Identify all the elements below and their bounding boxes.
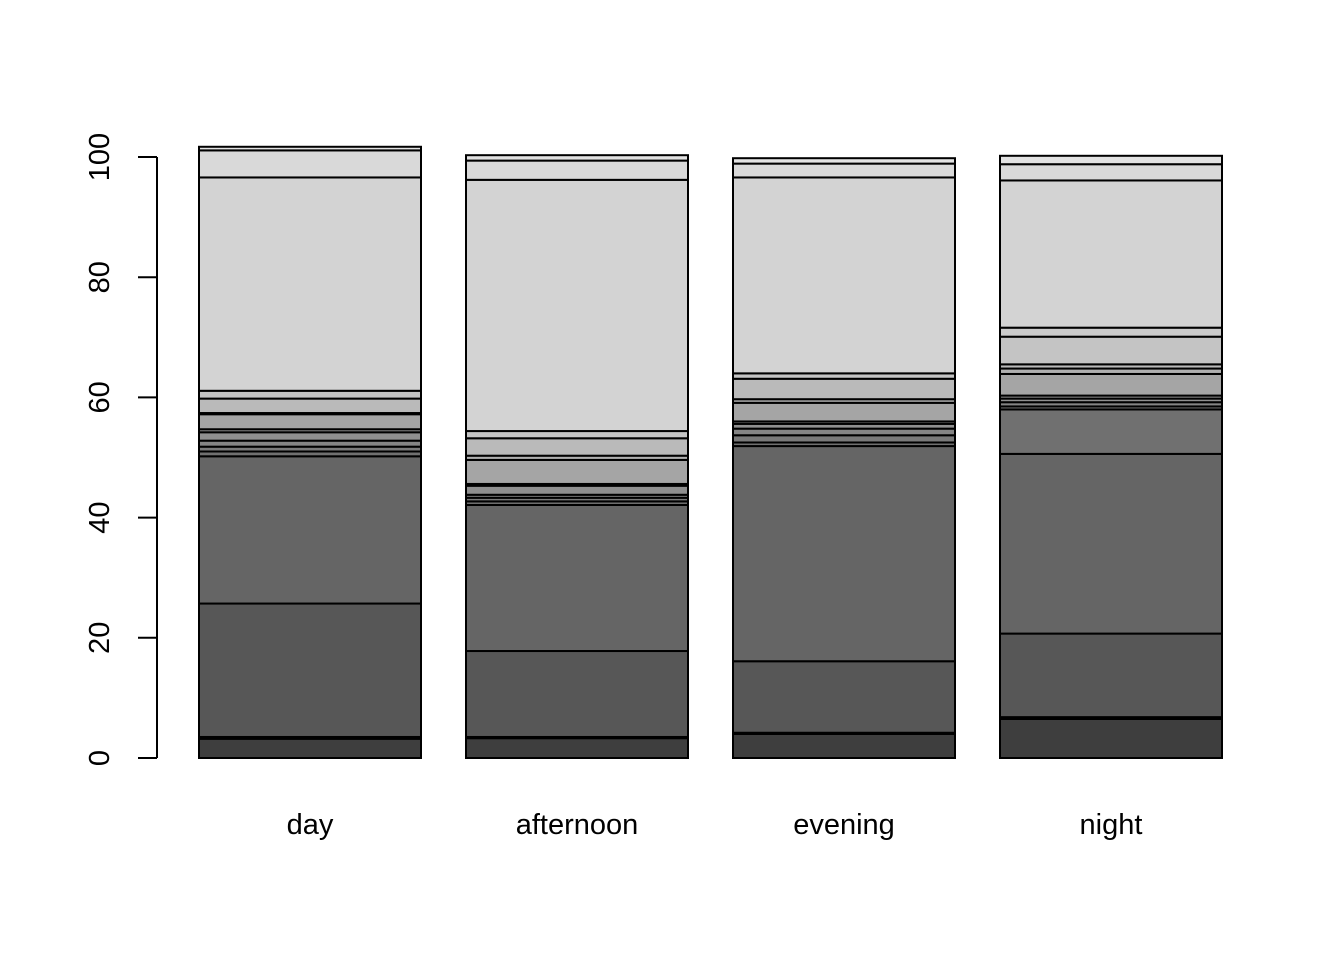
- bar-segment: [465, 430, 689, 440]
- y-tick-label: 60: [84, 381, 116, 413]
- bar-segment: [198, 431, 422, 442]
- x-tick-label: afternoon: [516, 809, 639, 841]
- x-tick-label: night: [1080, 809, 1143, 841]
- bar-segment: [465, 737, 689, 759]
- bar-segment: [999, 372, 1223, 397]
- bar-segment: [732, 176, 956, 375]
- bar-segment: [732, 401, 956, 423]
- bar-day: [198, 145, 422, 760]
- bar-segment: [999, 179, 1223, 329]
- bar-segment: [198, 602, 422, 738]
- bar-segment: [999, 335, 1223, 366]
- bar-segment: [198, 145, 422, 152]
- bar-segment: [732, 445, 956, 663]
- bar-segment: [999, 326, 1223, 338]
- bar-segment: [465, 650, 689, 738]
- bar-segment: [465, 159, 689, 181]
- x-tick-label: day: [287, 809, 334, 841]
- y-tick-label: 20: [84, 622, 116, 654]
- y-tick-label: 80: [84, 261, 116, 293]
- bar-segment: [465, 437, 689, 457]
- bar-segment: [465, 154, 689, 162]
- bar-segment: [999, 408, 1223, 455]
- bar-segment: [198, 176, 422, 392]
- bar-night: [999, 154, 1223, 759]
- bar-segment: [999, 154, 1223, 166]
- y-tick-label: 40: [84, 501, 116, 533]
- bar-segment: [198, 397, 422, 415]
- bar-segment: [999, 163, 1223, 182]
- bar-segment: [999, 632, 1223, 719]
- y-tick-label: 100: [84, 133, 116, 181]
- bar-segment: [732, 157, 956, 165]
- x-axis-labels: day afternoon evening night: [287, 809, 1143, 841]
- bar-segment: [465, 484, 689, 496]
- bar-segment: [198, 149, 422, 179]
- bar-afternoon: [465, 154, 689, 759]
- bar-segment: [465, 503, 689, 653]
- bar-evening: [732, 157, 956, 760]
- bars-layer: [198, 145, 1223, 760]
- bar-segment: [198, 413, 422, 431]
- y-axis: 0 20 40 60 80 100: [84, 133, 158, 766]
- bar-segment: [732, 434, 956, 444]
- bar-segment: [198, 737, 422, 760]
- bar-segment: [465, 178, 689, 433]
- bar-segment: [732, 377, 956, 401]
- bar-segment: [999, 717, 1223, 759]
- bar-segment: [732, 732, 956, 760]
- x-tick-label: evening: [793, 809, 895, 841]
- bar-segment: [999, 452, 1223, 635]
- bar-segment: [198, 455, 422, 605]
- bar-segment: [465, 458, 689, 485]
- bar-segment: [732, 162, 956, 179]
- bar-segment: [198, 389, 422, 400]
- y-tick-label: 0: [84, 750, 116, 766]
- bar-segment: [732, 660, 956, 734]
